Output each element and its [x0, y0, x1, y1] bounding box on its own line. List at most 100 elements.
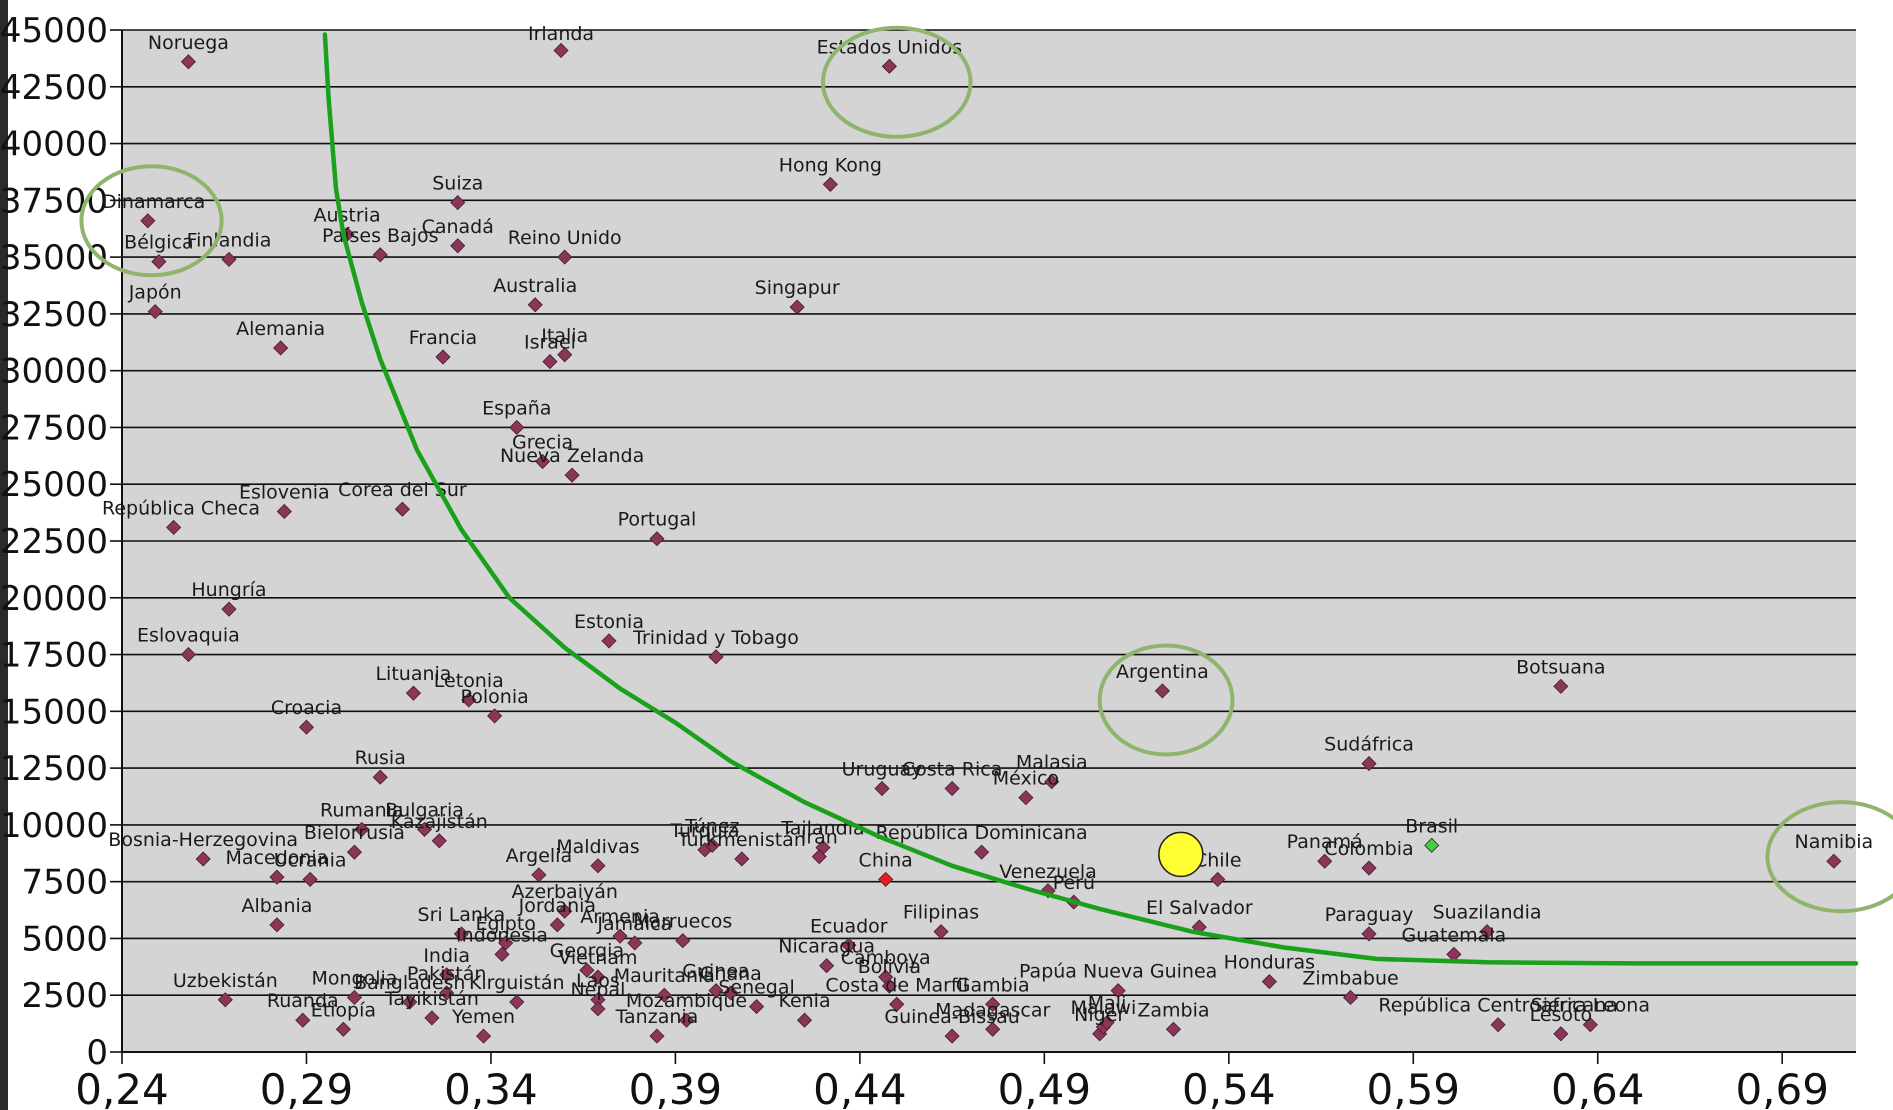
point-jordania [549, 917, 565, 933]
point-costa-de-marfil [889, 996, 905, 1012]
highlight-circles [79, 25, 1893, 914]
point-marruecos [675, 933, 691, 949]
point-label-grecia: Grecia [512, 432, 573, 454]
point-noruega [180, 54, 196, 70]
point-label-zambia: Zambia [1137, 999, 1209, 1021]
point-label-bolivia: Bolivia [858, 956, 921, 978]
point-macedonia [269, 869, 285, 885]
yellow-dot [1158, 831, 1204, 878]
point-madagascar [985, 1021, 1001, 1037]
point-tanzania [649, 1028, 665, 1044]
x-tick-label: 0,54 [1182, 1065, 1276, 1110]
point-kirguistan [509, 994, 525, 1010]
point-label-paraguay: Paraguay [1325, 904, 1414, 926]
point-label-gambia: Gambia [956, 974, 1030, 996]
point-label-kenia: Kenia [778, 990, 830, 1012]
point-espana [509, 419, 525, 436]
point-label-nueva-zelanda: Nueva Zelanda [500, 445, 644, 467]
point-label-mauritania: Mauritania [614, 965, 715, 987]
point-label-suazilandia: Suazilandia [1433, 902, 1542, 924]
point-label-republica-centroafricana: República Centroafricana [1378, 995, 1618, 1017]
point-label-niger: Níger [1074, 1004, 1125, 1026]
point-label-letonia: Letonia [434, 670, 504, 692]
point-label-malawi: Malawi [1070, 997, 1136, 1019]
point-label-bangladesh: Bangladesh [354, 972, 465, 994]
point-label-maldivas: Maldivas [556, 836, 639, 858]
point-sudafrica [1361, 756, 1377, 772]
point-label-iran: Irán [801, 827, 838, 849]
point-label-kirguistan: Kirguistán [469, 972, 565, 994]
point-label-senegal: Senegal [718, 977, 794, 999]
point-label-finlandia: Finlandia [187, 229, 272, 251]
point-label-hungria: Hungría [191, 579, 266, 601]
point-label-etiopia: Etiopía [311, 999, 376, 1021]
point-label-rusia: Rusia [355, 747, 406, 769]
point-label-paises-bajos: Países Bajos [322, 225, 439, 247]
point-label-bulgaria: Bulgaria [385, 799, 464, 821]
point-mexico [1018, 790, 1034, 806]
point-label-singapur: Singapur [755, 277, 840, 299]
point-label-tailandia: Tailandia [780, 818, 864, 840]
point-label-francia: Francia [409, 327, 477, 349]
point-bangladesh [402, 994, 418, 1010]
point-label-nepal: Nepal [570, 979, 625, 1001]
point-label-camboya: Camboya [841, 947, 931, 969]
point-label-jamaica: Jamaica [596, 913, 672, 935]
point-label-yemen: Yemen [451, 1006, 515, 1028]
point-letonia [461, 692, 477, 708]
trend-curve-line [322, 32, 1859, 966]
point-label-estonia: Estonia [574, 611, 644, 633]
point-bosnia-herzegovina [195, 851, 211, 867]
y-tick-label: 10000 [0, 806, 108, 846]
point-italia [557, 347, 573, 363]
point-label-kazajistan: Kazajistán [391, 811, 488, 833]
point-kazajistan [431, 833, 447, 849]
y-tick-label: 45000 [0, 11, 108, 51]
point-francia [435, 349, 451, 365]
point-label-tunez: Túnez [684, 815, 739, 837]
point-china [878, 871, 894, 887]
point-label-guinea-bissau: Guinea-Bissau [884, 1006, 1019, 1028]
yellow-marker [1158, 831, 1204, 878]
point-label-reino-unido: Reino Unido [508, 227, 622, 249]
point-label-croacia: Croacia [271, 697, 342, 719]
point-vietnam [590, 969, 606, 985]
point-label-costa-de-marfil: Costa de Marfil [825, 974, 968, 996]
x-tick-label: 0,49 [998, 1065, 1092, 1110]
point-ghana [723, 985, 739, 1001]
point-label-filipinas: Filipinas [903, 902, 979, 924]
point-canada [450, 238, 466, 254]
y-tick-label: 22500 [0, 522, 108, 562]
point-gambia [985, 996, 1001, 1012]
point-costa-rica [944, 780, 960, 797]
point-label-republica-checa: República Checa [102, 497, 260, 519]
point-bielorrusia [346, 844, 362, 860]
point-egipto [498, 935, 514, 951]
point-reino-unido [557, 249, 573, 265]
point-label-chile: Chile [1194, 849, 1242, 871]
x-axis: 0,24 0,29 0,34 0,39 0,44 0,49 0,54 0,59 0,64 0,69 [75, 1051, 1856, 1110]
point-israel [542, 354, 558, 370]
point-jamaica [627, 935, 643, 951]
point-republica-dominicana [974, 844, 990, 860]
point-label-peru: Perú [1053, 872, 1095, 894]
y-tick-label: 20000 [0, 579, 108, 619]
point-label-bielorrusia: Bielorrusia [304, 822, 405, 844]
point-colombia [1361, 860, 1377, 876]
highlight-circle-dinamarca [79, 164, 224, 278]
point-label-portugal: Portugal [618, 509, 697, 531]
point-namibia [1826, 853, 1842, 869]
point-label-lesoto: Lesoto [1530, 1004, 1593, 1026]
point-label-austria: Austria [313, 204, 380, 226]
point-label-brasil: Brasil [1405, 815, 1458, 837]
point-label-guatemala: Guatemala [1402, 924, 1507, 946]
point-label-alemania: Alemania [236, 318, 325, 340]
point-nepal [590, 1001, 606, 1017]
point-label-pakistan: Pakistán [407, 963, 487, 985]
point-yemen [475, 1028, 492, 1044]
point-label-vietnam: Vietnam [558, 947, 637, 969]
point-label-albania: Albania [241, 895, 312, 917]
point-eslovenia [276, 503, 292, 520]
point-botsuana [1553, 678, 1569, 694]
x-tick-label: 0,34 [444, 1065, 538, 1110]
